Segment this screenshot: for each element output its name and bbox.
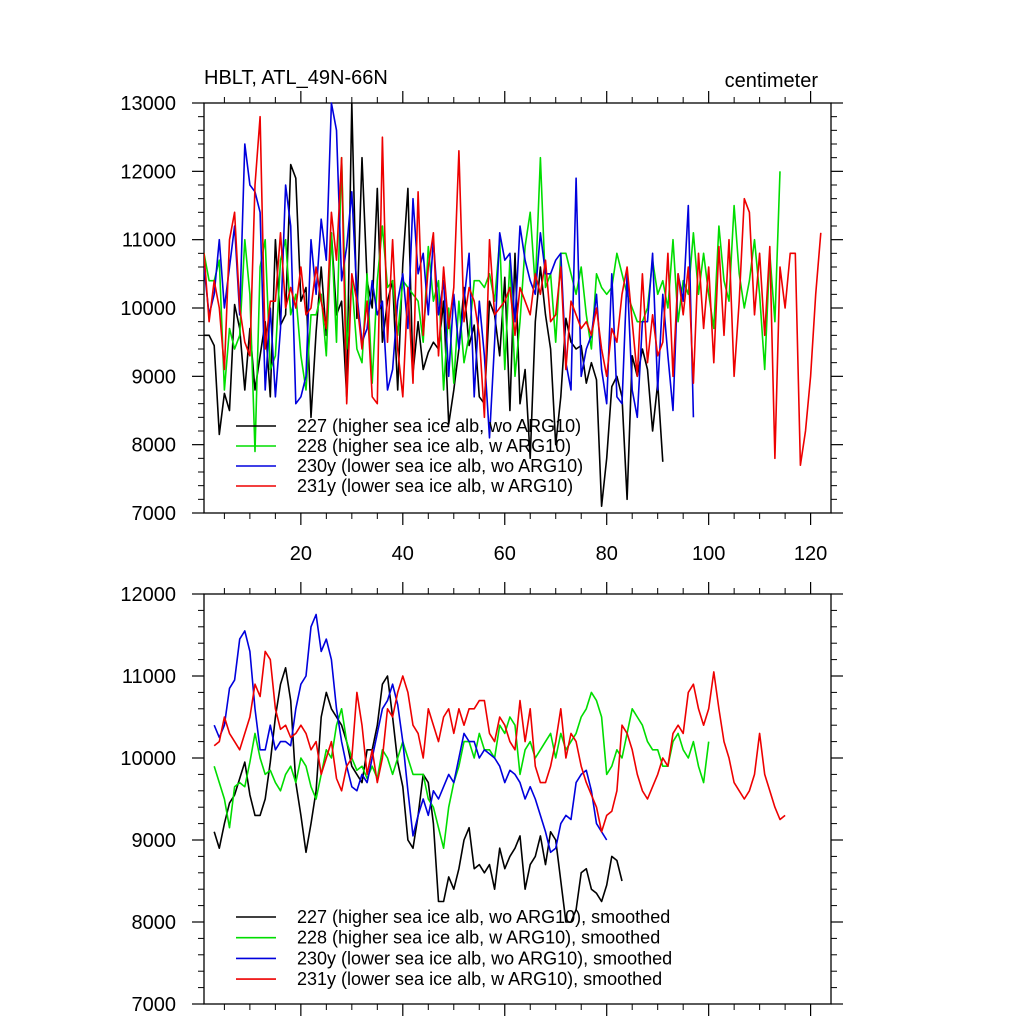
y-tick-label: 10000 bbox=[120, 748, 176, 770]
y-tick-label: 9000 bbox=[132, 830, 177, 852]
axis-ticks-bottom: 7000 8000 9000 10000 11000 12000 bbox=[120, 582, 843, 1016]
legend-label-1: 228 (higher sea ice alb, w ARG10), smoot… bbox=[297, 928, 660, 948]
top-panel: HBLT, ATL_49N-66N centimeter 7000 8000 900… bbox=[120, 67, 843, 565]
series-line-2 bbox=[204, 102, 695, 439]
series-group-bottom bbox=[213, 613, 786, 923]
axis-ticks-top: 7000 8000 9000 10000 11000 12000 13000 20 40 60 80… bbox=[120, 91, 843, 565]
legend-bottom: 227 (higher sea ice alb, wo ARG10), smoo… bbox=[236, 907, 672, 989]
legend-label-3: 231y (lower sea ice alb, w ARG10) bbox=[297, 476, 573, 496]
y-tick-label: 11000 bbox=[122, 666, 176, 688]
y-tick-label: 12000 bbox=[120, 161, 176, 183]
y-tick-label: 9000 bbox=[132, 366, 177, 388]
x-tick-label: 120 bbox=[794, 543, 827, 565]
series-line-1 bbox=[213, 691, 710, 850]
legend-label-1: 228 (higher sea ice alb, w ARG10) bbox=[297, 436, 571, 456]
series-group-top bbox=[204, 102, 822, 508]
y-tick-label: 11000 bbox=[122, 230, 176, 252]
x-tick-label: 100 bbox=[692, 543, 725, 565]
legend-label-0: 227 (higher sea ice alb, wo ARG10) bbox=[297, 416, 581, 436]
series-line-2 bbox=[213, 613, 608, 854]
units-label: centimeter bbox=[725, 70, 819, 92]
x-tick-label: 40 bbox=[392, 543, 414, 565]
y-tick-label: 8000 bbox=[132, 912, 177, 934]
y-tick-label: 13000 bbox=[120, 93, 176, 115]
x-tick-label: 60 bbox=[494, 543, 516, 565]
legend-label-0: 227 (higher sea ice alb, wo ARG10), smoo… bbox=[297, 907, 670, 927]
y-tick-label: 8000 bbox=[132, 435, 177, 457]
y-tick-label: 7000 bbox=[132, 503, 177, 525]
y-tick-label: 7000 bbox=[132, 994, 177, 1016]
legend-top: 227 (higher sea ice alb, wo ARG10)228 (h… bbox=[236, 416, 583, 496]
y-tick-label: 12000 bbox=[120, 584, 176, 606]
y-tick-label: 10000 bbox=[120, 298, 176, 320]
x-tick-label: 20 bbox=[290, 543, 312, 565]
legend-label-2: 230y (lower sea ice alb, wo ARG10) bbox=[297, 456, 583, 476]
x-tick-label: 80 bbox=[596, 543, 618, 565]
plot-frame-bottom bbox=[203, 593, 832, 1005]
chart-title: HBLT, ATL_49N-66N bbox=[204, 67, 388, 89]
legend-label-2: 230y (lower sea ice alb, wo ARG10), smoo… bbox=[297, 948, 672, 968]
series-line-3 bbox=[213, 650, 786, 833]
legend-label-3: 231y (lower sea ice alb, w ARG10), smoot… bbox=[297, 969, 662, 989]
series-line-3 bbox=[204, 115, 822, 467]
bottom-panel: 7000 8000 9000 10000 11000 12000 227 (higher … bbox=[120, 582, 843, 1016]
